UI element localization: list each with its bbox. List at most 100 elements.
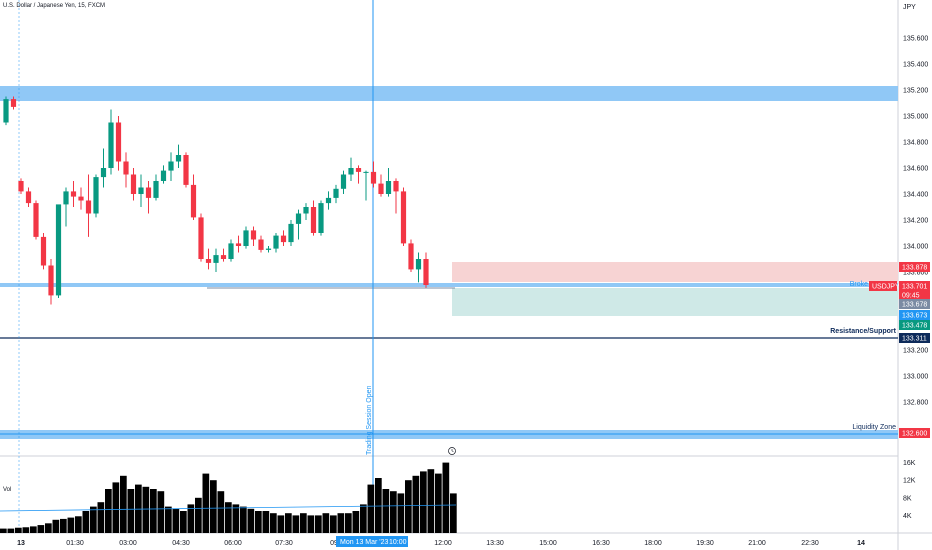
price-tick: 135.200 — [903, 88, 928, 95]
candle-body — [303, 207, 309, 214]
volume-bar — [367, 484, 375, 533]
volume-bar — [225, 502, 232, 533]
volume-bar — [120, 475, 127, 533]
candle — [190, 174, 197, 220]
price-tag-entry: 133.678 — [899, 299, 930, 309]
candle — [100, 148, 107, 188]
time-cursor-tag[interactable]: Mon 13 Mar '23 10:00 — [336, 536, 408, 547]
price-axis[interactable]: JPY 135.600 135.400 135.200 135.000 134.800 1… — [903, 4, 928, 407]
candle-body — [258, 239, 264, 250]
candle-body — [400, 191, 407, 244]
candle-body — [190, 184, 197, 218]
volume-bar — [37, 525, 45, 533]
price-tag-countdown: 09:45 — [899, 290, 930, 300]
candle-body — [55, 204, 62, 296]
volume-axis[interactable]: 16K 12K 8K 4K — [903, 460, 916, 520]
candle — [378, 174, 384, 197]
time-tick: 03:00 — [119, 540, 137, 547]
volume-bar — [112, 482, 120, 533]
candle-body — [130, 174, 137, 194]
candle-body — [288, 223, 294, 243]
candle — [273, 233, 279, 253]
candle — [235, 235, 242, 253]
broke-zone[interactable] — [0, 283, 898, 287]
candle — [85, 174, 92, 237]
candle-body — [318, 203, 324, 233]
candle — [423, 252, 429, 288]
price-tag-last: 133.701 — [899, 281, 930, 291]
candle-body — [168, 161, 174, 171]
price-tag-level2: 133.673 — [899, 310, 930, 320]
volume-bar — [15, 527, 22, 533]
candle — [363, 170, 369, 201]
candle — [370, 161, 377, 188]
candle-body — [220, 255, 227, 259]
candle — [168, 152, 174, 181]
candle-body — [393, 181, 399, 192]
price-tag-text: 133.878 — [902, 265, 927, 272]
candle-body — [145, 187, 152, 198]
candle-body — [183, 155, 189, 185]
volume-bar — [382, 489, 390, 533]
volume-bar — [337, 513, 345, 533]
volume-bar — [210, 480, 217, 533]
candle-body — [175, 155, 182, 162]
price-tick: 133.000 — [903, 374, 928, 381]
candle-body — [18, 181, 24, 192]
volume-bar — [82, 511, 90, 533]
time-tick: 12:00 — [434, 540, 452, 547]
supply-zone[interactable] — [0, 86, 898, 101]
price-tag-text: 133.701 — [902, 284, 927, 291]
time-axis[interactable]: 13 01:30 03:00 04:30 06:00 07:30 09 12:00 13:30 1… — [17, 540, 865, 547]
candle-body — [333, 188, 339, 198]
candle-body — [370, 171, 377, 184]
candle — [160, 165, 167, 184]
volume-bar — [0, 528, 7, 533]
time-cursor-date: Mon 13 Mar '23 — [340, 539, 389, 546]
price-tick: 135.400 — [903, 62, 928, 69]
volume-bar — [97, 502, 105, 533]
take-profit-zone[interactable] — [452, 288, 898, 316]
volume-bar — [420, 471, 427, 533]
price-tag-bg — [899, 281, 930, 291]
volume-bar — [270, 513, 277, 533]
volume-bar — [427, 469, 435, 533]
volume-bar — [330, 515, 337, 533]
price-tick: 135.000 — [903, 114, 928, 121]
volume-bar — [345, 513, 352, 533]
volume-bar — [397, 493, 405, 533]
candle-body — [48, 265, 54, 296]
candle — [385, 168, 392, 197]
volume-bar — [30, 526, 37, 533]
candle-body — [153, 181, 159, 198]
price-tags-group: 133.878 USDJPY 133.701 09:45 133.678 133.673 1… — [869, 262, 930, 438]
volume-bar — [150, 489, 157, 533]
price-tick: 134.000 — [903, 244, 928, 251]
candle-body — [235, 243, 242, 246]
candle-body — [325, 197, 332, 204]
candle-body — [3, 99, 9, 123]
price-tag-bg — [899, 320, 930, 330]
price-tag-text: 133.311 — [902, 336, 927, 343]
candle — [258, 235, 264, 253]
candle — [10, 96, 17, 110]
candle-body — [93, 177, 99, 214]
candle-body — [123, 161, 129, 175]
candle — [145, 181, 152, 214]
candle-body — [250, 230, 257, 240]
candle-body — [198, 217, 204, 259]
time-tick: 19:30 — [696, 540, 714, 547]
candle — [93, 174, 99, 218]
price-tag-bg — [899, 428, 930, 438]
candle — [415, 252, 422, 283]
stop-loss-zone[interactable] — [452, 262, 898, 282]
price-tag-text: USDJPY — [872, 284, 900, 291]
volume-bar — [247, 508, 255, 533]
candle — [3, 96, 9, 126]
volume-bar — [285, 513, 292, 533]
price-tick: 134.400 — [903, 192, 928, 199]
price-tag-text: 133.678 — [902, 302, 927, 309]
clock-icon[interactable] — [448, 447, 456, 455]
volume-bars-group — [0, 462, 457, 533]
